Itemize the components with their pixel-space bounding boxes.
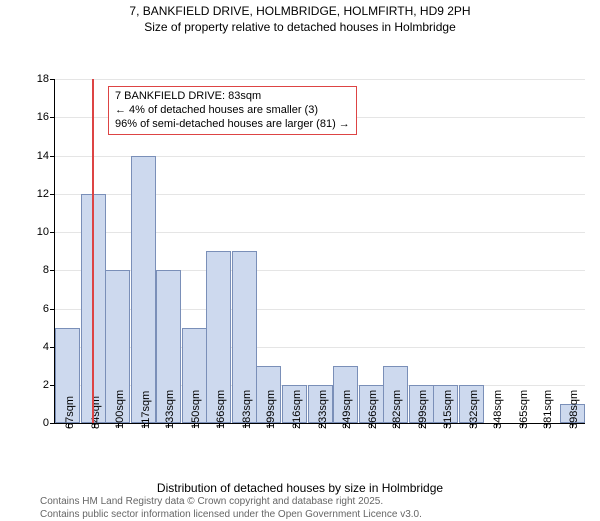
annotation-line-3: 96% of semi-detached houses are larger (… (115, 118, 350, 132)
x-tick-label: 166sqm (215, 390, 227, 429)
attribution-line-1: Contains HM Land Registry data © Crown c… (40, 495, 600, 508)
x-tick-label: 133sqm (164, 390, 176, 429)
y-tick-mark (50, 194, 55, 195)
annotation-line-2: ← 4% of detached houses are smaller (3) (115, 104, 350, 118)
annotation-box: 7 BANKFIELD DRIVE: 83sqm← 4% of detached… (108, 86, 357, 135)
x-tick-label: 100sqm (114, 390, 126, 429)
y-tick-mark (50, 423, 55, 424)
x-tick-label: 315sqm (442, 390, 454, 429)
chart-container: Number of detached properties 0246810121… (0, 35, 600, 481)
gridline (55, 79, 585, 80)
x-axis-label: Distribution of detached houses by size … (0, 481, 600, 495)
x-tick-label: 216sqm (291, 390, 303, 429)
property-marker-line (92, 79, 94, 423)
x-tick-label: 332sqm (468, 390, 480, 429)
x-tick-label: 365sqm (518, 390, 530, 429)
y-tick-mark (50, 117, 55, 118)
x-tick-label: 233sqm (317, 390, 329, 429)
x-tick-label: 67sqm (64, 396, 76, 429)
annotation-line-1: 7 BANKFIELD DRIVE: 83sqm (115, 90, 350, 104)
plot-area: 02468101214161867sqm84sqm100sqm117sqm133… (54, 79, 585, 424)
x-tick-label: 398sqm (568, 390, 580, 429)
x-tick-label: 266sqm (367, 390, 379, 429)
x-tick-label: 249sqm (341, 390, 353, 429)
y-tick-mark (50, 156, 55, 157)
title-line-1: 7, BANKFIELD DRIVE, HOLMBRIDGE, HOLMFIRT… (0, 4, 600, 20)
x-tick-label: 299sqm (417, 390, 429, 429)
y-tick-mark (50, 79, 55, 80)
attribution-line-2: Contains public sector information licen… (40, 508, 600, 521)
histogram-bar (131, 156, 156, 424)
x-tick-label: 183sqm (241, 390, 253, 429)
x-tick-label: 381sqm (542, 390, 554, 429)
title-line-2: Size of property relative to detached ho… (0, 20, 600, 36)
y-tick-mark (50, 232, 55, 233)
y-tick-mark (50, 270, 55, 271)
x-tick-label: 199sqm (265, 390, 277, 429)
x-tick-label: 150sqm (190, 390, 202, 429)
x-tick-label: 348sqm (492, 390, 504, 429)
y-tick-mark (50, 309, 55, 310)
x-tick-label: 117sqm (140, 391, 152, 429)
x-tick-label: 282sqm (391, 390, 403, 429)
